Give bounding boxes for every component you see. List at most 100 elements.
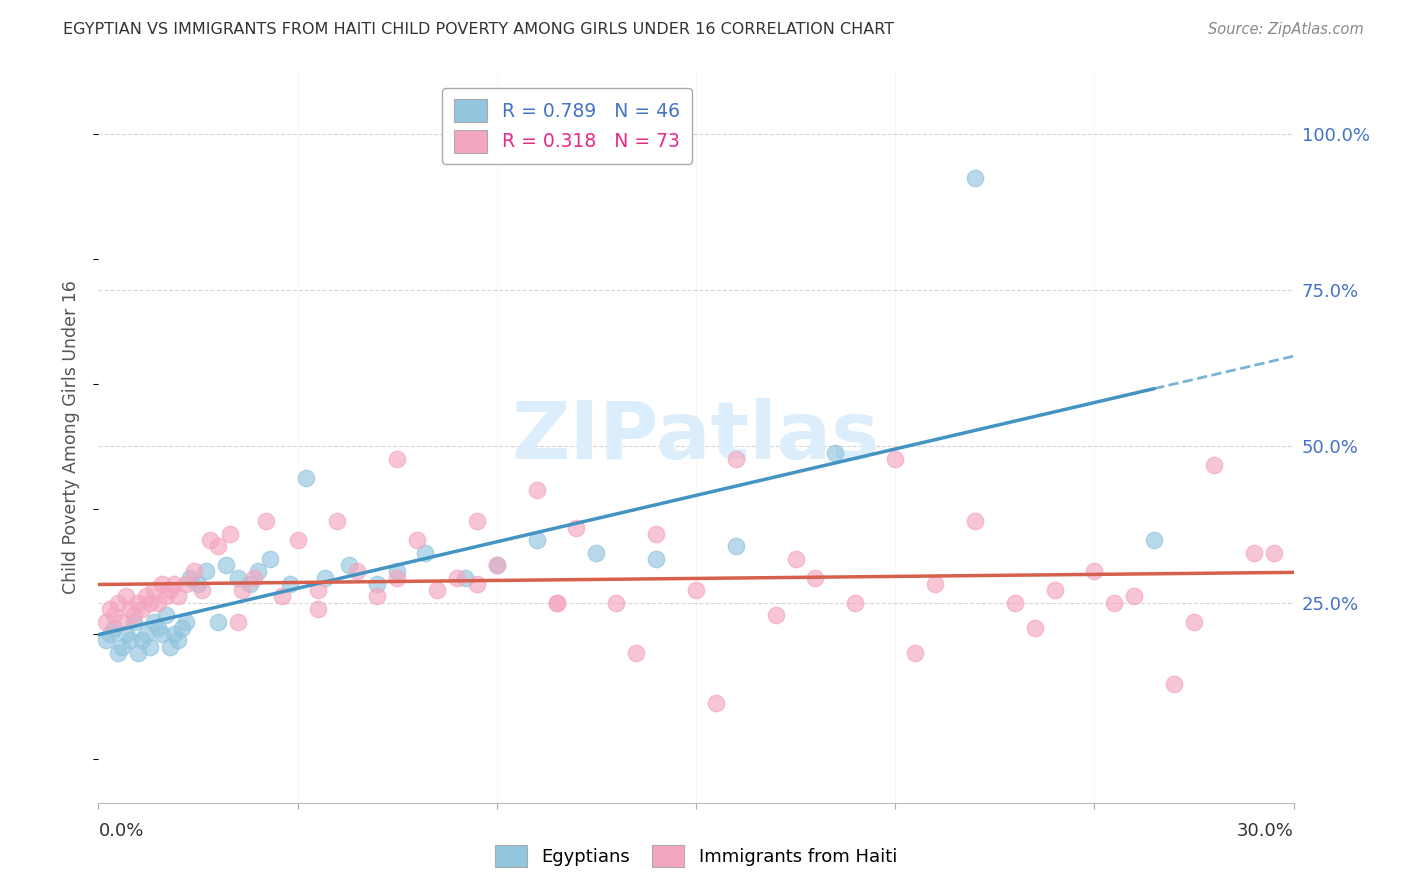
Point — [103, 621, 125, 635]
Point — [111, 640, 134, 654]
Point — [120, 633, 142, 648]
Point — [278, 577, 301, 591]
Point — [131, 633, 153, 648]
Point — [254, 515, 277, 529]
Point — [174, 615, 197, 629]
Point — [111, 615, 134, 629]
Point — [159, 640, 181, 654]
Point — [1104, 596, 1126, 610]
Point — [219, 527, 242, 541]
Point — [1123, 590, 1146, 604]
Point — [131, 602, 153, 616]
Point — [226, 571, 249, 585]
Point — [326, 515, 349, 529]
Point — [685, 583, 707, 598]
Point — [139, 640, 162, 654]
Point — [585, 546, 607, 560]
Point — [172, 621, 194, 635]
Point — [626, 646, 648, 660]
Point — [804, 571, 827, 585]
Point — [546, 596, 568, 610]
Point — [485, 558, 508, 573]
Point — [844, 596, 866, 610]
Point — [148, 596, 170, 610]
Point — [191, 583, 214, 598]
Point — [103, 608, 125, 623]
Point — [115, 627, 138, 641]
Point — [385, 565, 409, 579]
Point — [239, 577, 262, 591]
Point — [246, 565, 269, 579]
Point — [226, 615, 249, 629]
Point — [346, 565, 368, 579]
Point — [135, 627, 157, 641]
Point — [163, 577, 186, 591]
Point — [1024, 621, 1046, 635]
Point — [315, 571, 337, 585]
Point — [446, 571, 468, 585]
Point — [127, 646, 149, 660]
Point — [183, 565, 205, 579]
Point — [924, 577, 946, 591]
Text: 0.0%: 0.0% — [98, 822, 143, 839]
Point — [605, 596, 627, 610]
Point — [366, 590, 388, 604]
Point — [195, 565, 218, 579]
Point — [724, 540, 747, 554]
Point — [704, 696, 727, 710]
Text: ZIPatlas: ZIPatlas — [512, 398, 880, 476]
Point — [724, 452, 747, 467]
Point — [155, 608, 177, 623]
Point — [963, 515, 986, 529]
Text: 30.0%: 30.0% — [1237, 822, 1294, 839]
Point — [207, 615, 229, 629]
Point — [187, 577, 209, 591]
Point — [1163, 677, 1185, 691]
Point — [307, 602, 329, 616]
Point — [904, 646, 927, 660]
Point — [645, 552, 668, 566]
Point — [526, 483, 548, 498]
Point — [385, 571, 409, 585]
Point — [307, 583, 329, 598]
Point — [1263, 546, 1285, 560]
Point — [143, 615, 166, 629]
Point — [215, 558, 238, 573]
Point — [96, 615, 118, 629]
Point — [1004, 596, 1026, 610]
Point — [139, 596, 162, 610]
Point — [148, 621, 170, 635]
Point — [143, 583, 166, 598]
Point — [465, 515, 488, 529]
Point — [963, 170, 986, 185]
Point — [259, 552, 281, 566]
Point — [565, 521, 588, 535]
Point — [824, 446, 846, 460]
Point — [124, 608, 146, 623]
Text: EGYPTIAN VS IMMIGRANTS FROM HAITI CHILD POVERTY AMONG GIRLS UNDER 16 CORRELATION: EGYPTIAN VS IMMIGRANTS FROM HAITI CHILD … — [63, 22, 894, 37]
Point — [127, 596, 149, 610]
Point — [884, 452, 907, 467]
Point — [135, 590, 157, 604]
Point — [385, 452, 409, 467]
Point — [294, 471, 316, 485]
Point — [115, 590, 138, 604]
Text: Source: ZipAtlas.com: Source: ZipAtlas.com — [1208, 22, 1364, 37]
Point — [426, 583, 449, 598]
Point — [339, 558, 361, 573]
Point — [155, 590, 177, 604]
Point — [465, 577, 488, 591]
Point — [174, 577, 197, 591]
Point — [96, 633, 118, 648]
Point — [107, 596, 129, 610]
Point — [150, 577, 173, 591]
Legend: Egyptians, Immigrants from Haiti: Egyptians, Immigrants from Haiti — [488, 838, 904, 874]
Point — [785, 552, 807, 566]
Point — [124, 615, 146, 629]
Point — [243, 571, 266, 585]
Point — [413, 546, 436, 560]
Point — [454, 571, 477, 585]
Point — [366, 577, 388, 591]
Point — [1202, 458, 1225, 473]
Point — [98, 627, 122, 641]
